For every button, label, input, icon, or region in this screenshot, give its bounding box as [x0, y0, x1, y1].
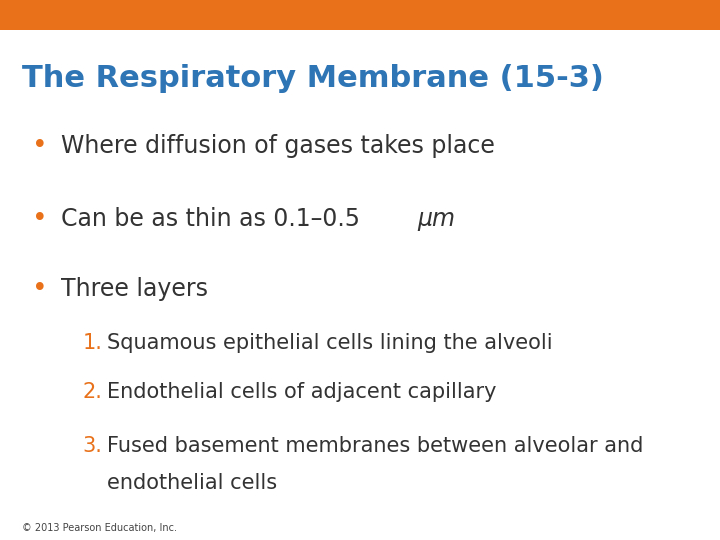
Text: Three layers: Three layers	[61, 277, 208, 301]
Text: Endothelial cells of adjacent capillary: Endothelial cells of adjacent capillary	[107, 381, 496, 402]
Text: •: •	[32, 276, 48, 302]
Text: Where diffusion of gases takes place: Where diffusion of gases takes place	[61, 134, 495, 158]
Text: The Respiratory Membrane (15-3): The Respiratory Membrane (15-3)	[22, 64, 603, 93]
Text: 1.: 1.	[83, 333, 103, 353]
Text: •: •	[32, 133, 48, 159]
Text: μm: μm	[418, 207, 456, 231]
Text: © 2013 Pearson Education, Inc.: © 2013 Pearson Education, Inc.	[22, 523, 176, 533]
Text: Fused basement membranes between alveolar and: Fused basement membranes between alveola…	[107, 435, 643, 456]
Text: endothelial cells: endothelial cells	[107, 473, 276, 494]
Text: 2.: 2.	[83, 381, 103, 402]
Text: Can be as thin as 0.1–0.5: Can be as thin as 0.1–0.5	[61, 207, 368, 231]
Text: 3.: 3.	[83, 435, 103, 456]
Text: •: •	[32, 206, 48, 232]
Text: Squamous epithelial cells lining the alveoli: Squamous epithelial cells lining the alv…	[107, 333, 552, 353]
